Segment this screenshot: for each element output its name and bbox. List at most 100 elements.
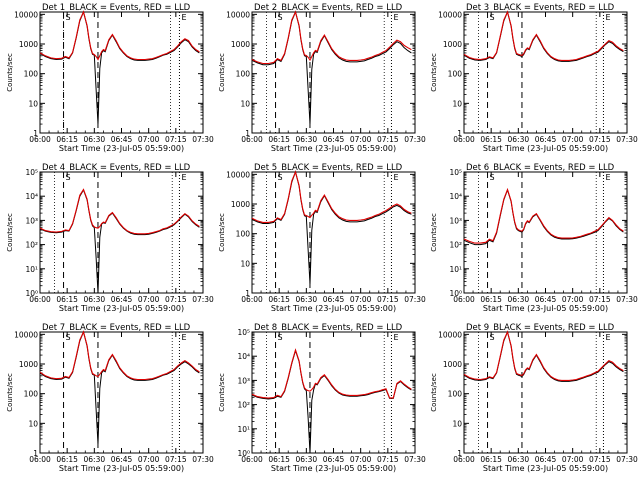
chart-title: Det 7 BLACK = Events, RED = LLD: [42, 323, 191, 333]
plot-frame: [463, 11, 628, 134]
y-tick-label: 10⁰: [25, 289, 38, 298]
chart-title: Det 5 BLACK = Events, RED = LLD: [254, 163, 403, 173]
title-legend: BLACK = Events, RED = LLD: [69, 3, 190, 13]
x-tick-label: 06:00: [29, 455, 51, 464]
x-tick-label: 07:30: [616, 135, 638, 144]
y-tick-label: 100: [448, 390, 463, 399]
series-line-lld: [463, 330, 624, 381]
x-tick-label: 07:00: [562, 295, 584, 304]
y-tick-label: 100: [448, 70, 463, 79]
y-tick-label: 100: [236, 230, 251, 239]
y-tick-label: 1: [33, 449, 38, 458]
y-tick-label: 1: [457, 449, 462, 458]
y-tick-label: 1: [245, 129, 250, 138]
title-detector: Det 5: [254, 163, 277, 173]
x-tick-label: 07:00: [138, 455, 160, 464]
y-tick-label: 10: [240, 99, 250, 108]
title-legend: BLACK = Events, RED = LLD: [493, 323, 614, 333]
y-tick-label: 1: [245, 289, 250, 298]
plot-frame: [251, 331, 416, 454]
y-tick-label: 10000: [438, 330, 462, 339]
plot-frame: [251, 11, 416, 134]
y-axis-label: Counts/sec: [6, 53, 14, 92]
x-tick-label: 06:30: [84, 295, 106, 304]
series-line-lld: [39, 330, 200, 381]
x-tick-label: 07:00: [138, 295, 160, 304]
y-tick-label: 10³: [237, 376, 250, 385]
title-detector: Det 6: [466, 163, 489, 173]
series-line-lld: [251, 10, 412, 65]
x-tick-label: 06:30: [296, 455, 318, 464]
y-tick-label: 10³: [449, 216, 462, 225]
x-tick-label: 06:15: [268, 135, 290, 144]
x-tick-label: 06:00: [453, 295, 475, 304]
chart-title: Det 2 BLACK = Events, RED = LLD: [254, 3, 403, 13]
chart-panel-3: Det 3 BLACK = Events, RED = LLD 1 10 100 1000…: [430, 3, 638, 153]
chart-title: Det 6 BLACK = Events, RED = LLD: [466, 163, 615, 173]
title-detector: Det 2: [254, 3, 277, 13]
x-tick-label: 07:15: [377, 135, 399, 144]
y-tick-label: 1000: [231, 200, 250, 209]
marker-label: S: [490, 173, 495, 182]
title-legend: BLACK = Events, RED = LLD: [493, 3, 614, 13]
x-tick-label: 06:45: [535, 295, 557, 304]
marker-label: S: [490, 333, 495, 342]
y-tick-label: 10000: [226, 10, 250, 19]
x-axis-label: Start Time (23-Jul-05 05:59:00): [483, 144, 608, 153]
marker-label: E: [181, 13, 186, 22]
y-tick-label: 10000: [438, 10, 462, 19]
y-tick-label: 1000: [443, 360, 462, 369]
y-tick-label: 10000: [14, 330, 38, 339]
x-tick-label: 07:30: [404, 135, 426, 144]
x-tick-label: 07:30: [616, 455, 638, 464]
chart-panel-8: Det 8 BLACK = Events, RED = LLD 10⁰ 10¹ 10² 1…: [218, 323, 426, 473]
x-axis-label: Start Time (23-Jul-05 05:59:00): [59, 304, 184, 313]
chart-panel-6: Det 6 BLACK = Events, RED = LLD 10⁰ 10¹ 10² 1…: [430, 163, 638, 313]
x-tick-label: 07:30: [192, 295, 214, 304]
x-tick-label: 06:15: [268, 455, 290, 464]
plot-frame: [463, 171, 628, 294]
marker-label: S: [66, 333, 71, 342]
y-tick-label: 10: [452, 99, 462, 108]
plot-frame: [39, 171, 204, 294]
title-legend: BLACK = Events, RED = LLD: [281, 323, 402, 333]
x-axis-label: Start Time (23-Jul-05 05:59:00): [59, 144, 184, 153]
y-tick-label: 1000: [443, 40, 462, 49]
y-tick-label: 10⁵: [237, 328, 250, 337]
y-tick-label: 10¹: [449, 265, 462, 274]
x-tick-label: 06:00: [453, 455, 475, 464]
x-tick-label: 06:00: [241, 455, 263, 464]
x-tick-label: 07:30: [404, 455, 426, 464]
x-tick-label: 06:30: [84, 455, 106, 464]
series-line-lld: [39, 188, 200, 235]
x-tick-label: 07:00: [350, 135, 372, 144]
y-axis-label: Counts/sec: [430, 213, 438, 252]
chart-title: Det 9 BLACK = Events, RED = LLD: [466, 323, 615, 333]
x-tick-label: 06:45: [323, 135, 345, 144]
y-tick-label: 10²: [25, 241, 38, 250]
plot-frame: [39, 11, 204, 134]
x-tick-label: 06:15: [56, 455, 78, 464]
x-tick-label: 06:45: [323, 295, 345, 304]
title-legend: BLACK = Events, RED = LLD: [69, 323, 190, 333]
marker-label: S: [278, 333, 283, 342]
x-tick-label: 06:00: [241, 295, 263, 304]
x-axis-label: Start Time (23-Jul-05 05:59:00): [271, 304, 396, 313]
marker-label: S: [490, 13, 495, 22]
x-tick-label: 07:15: [377, 455, 399, 464]
x-tick-label: 07:00: [350, 455, 372, 464]
x-tick-label: 07:15: [165, 135, 187, 144]
x-tick-label: 06:15: [268, 295, 290, 304]
series-line-lld: [251, 170, 412, 223]
marker-label: S: [66, 173, 71, 182]
x-tick-label: 06:45: [111, 295, 133, 304]
y-tick-label: 100: [24, 390, 39, 399]
y-tick-label: 10: [28, 419, 38, 428]
y-tick-label: 10: [28, 99, 38, 108]
y-axis-label: Counts/sec: [430, 53, 438, 92]
series-line-lld: [39, 10, 200, 61]
x-tick-label: 07:15: [377, 295, 399, 304]
y-tick-label: 1000: [19, 360, 38, 369]
y-tick-label: 10⁵: [449, 168, 462, 177]
y-tick-label: 10: [240, 259, 250, 268]
